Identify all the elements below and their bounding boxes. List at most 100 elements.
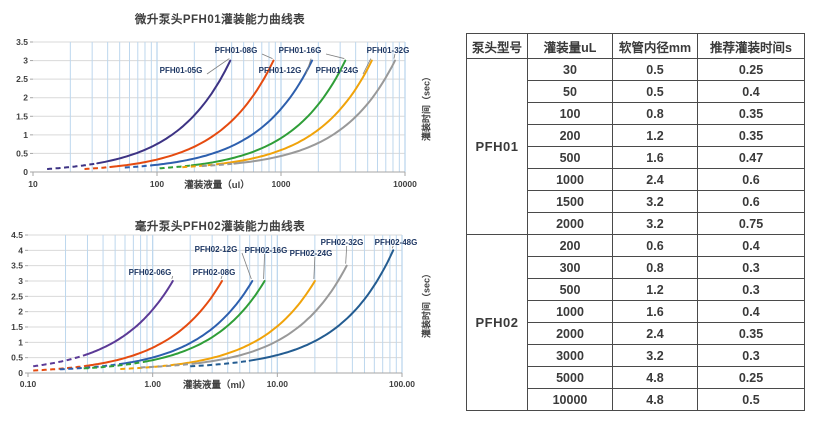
series-curve-dashed-PFH02-48G	[190, 359, 250, 368]
series-curve-PFH02-48G	[248, 249, 395, 362]
table-cell: 0.75	[697, 212, 805, 235]
table-cell: 1.2	[612, 278, 698, 301]
table-cell: 0.25	[697, 366, 805, 389]
series-label-PFH01-05G: PFH01-05G	[160, 66, 203, 75]
series-label-PFH01-32G: PFH01-32G	[367, 46, 410, 55]
table-cell: 0.6	[697, 190, 805, 213]
table-cell: 2000	[527, 322, 613, 345]
table-cell: 0.3	[697, 278, 805, 301]
series-curve-dashed-PFH01-08G	[84, 166, 111, 170]
x-axis-tick-label: 10000	[393, 179, 417, 189]
table-cell: 5000	[527, 366, 613, 389]
series-curve-dashed-PFH01-05G	[47, 162, 98, 170]
series-label-leader	[325, 53, 345, 59]
table-cell: 0.35	[697, 124, 805, 147]
y-axis-tick-label: 1.5	[11, 322, 23, 332]
x-axis-tick-label: 10	[28, 179, 38, 189]
series-label-leader	[263, 253, 265, 280]
series-label-leader	[206, 58, 230, 75]
series-curve-PFH02-24G	[169, 280, 316, 367]
series-label-leader	[391, 245, 394, 249]
table-row: 50 0.5 0.4	[467, 80, 805, 103]
series-label-PFH02-32G: PFH02-32G	[321, 238, 364, 247]
series-label-PFH02-24G: PFH02-24G	[290, 249, 333, 258]
series-label-leader	[171, 275, 174, 280]
y-axis-tick-label: 2.5	[11, 291, 23, 301]
chart-pfh01-x-axis-label: 灌装液量（ul）	[184, 180, 250, 191]
table-cell: 3.2	[612, 212, 698, 235]
series-label-leader	[261, 53, 273, 59]
table-cell: 0.4	[697, 234, 805, 257]
table-cell: 0.8	[612, 256, 698, 279]
table-cell: 0.6	[612, 234, 698, 257]
y-axis-tick-label: 0	[18, 368, 23, 378]
y-axis-tick-label: 4.5	[11, 230, 23, 240]
chart-pfh01: 10 100 1000 10000 0 0.5 1 1.5 2 2.5 3 3.5 PFH01-05G P…	[0, 0, 455, 210]
table-cell: 0.8	[612, 102, 698, 125]
table-cell: 30	[527, 58, 613, 81]
table-cell: 0.35	[697, 322, 805, 345]
table-cell: 50	[527, 80, 613, 103]
series-label-leader	[220, 275, 223, 280]
table-cell: 0.4	[697, 300, 805, 323]
series-curve-dashed-PFH01-32G	[201, 162, 235, 168]
table-row: 1000 2.4 0.6	[467, 168, 805, 191]
y-axis-tick-label: 1	[18, 337, 23, 347]
table-cell: 200	[527, 234, 613, 257]
series-label-PFH01-16G: PFH01-16G	[279, 46, 322, 55]
x-axis-tick-label: 100.00	[389, 379, 415, 389]
table-cell: 1000	[527, 168, 613, 191]
y-axis-tick-label: 3.5	[11, 261, 23, 271]
table-cell: 0.3	[697, 344, 805, 367]
series-curve-dashed-PFH02-24G	[120, 364, 171, 370]
table-row: 10000 4.8 0.5	[467, 388, 805, 411]
table-cell: 2.4	[612, 322, 698, 345]
series-curve-PFH02-32G	[194, 264, 348, 365]
chart-pfh01-y-axis-label: 灌装时间（sec）	[421, 71, 432, 142]
table-cell: 100	[527, 102, 613, 125]
table-cell: 300	[527, 256, 613, 279]
series-label-leader	[305, 58, 312, 75]
series-curve-PFH01-24G	[216, 59, 373, 166]
chart-pfh02-x-axis-label: 灌装液量（ml）	[182, 380, 252, 391]
spec-table-column-header: 泵头型号	[466, 33, 528, 59]
y-axis-tick-label: 2.5	[16, 74, 28, 84]
table-cell: 3.2	[612, 344, 698, 367]
series-label-PFH01-24G: PFH01-24G	[316, 66, 359, 75]
series-label-PFH02-16G: PFH02-16G	[245, 246, 288, 255]
y-axis-tick-label: 3.5	[16, 37, 28, 47]
series-label-leader	[345, 245, 348, 264]
table-cell: 0.47	[697, 146, 805, 169]
series-curve-dashed-PFH02-06G	[33, 353, 88, 368]
y-axis-tick-label: 3	[23, 56, 28, 66]
table-cell: 1000	[527, 300, 613, 323]
series-curve-PFH01-08G	[109, 59, 275, 168]
series-curve-PFH02-12G	[119, 280, 254, 365]
table-row: PFH02 200 0.6 0.4	[466, 234, 805, 411]
table-cell: 1.6	[612, 300, 698, 323]
table-cell: 4.8	[612, 366, 698, 389]
series-curve-dashed-PFH01-12G	[124, 164, 152, 169]
table-row: 5000 4.8 0.25	[467, 366, 805, 389]
series-label-PFH02-08G: PFH02-08G	[193, 268, 236, 277]
table-cell: 1.2	[612, 124, 698, 147]
y-axis-tick-label: 0.5	[16, 148, 28, 158]
chart-pfh01-title: 微升泵头PFH01灌装能力曲线表	[134, 14, 306, 26]
y-axis-tick-label: 0	[23, 167, 28, 177]
chart-pfh02-y-axis-label: 灌装时间（sec）	[421, 268, 432, 339]
chart-pfh02: 0.10 1.00 10.00 100.00 0 0.5 1 1.5 2 2.5 3 3.5 4 4.5 P…	[0, 210, 455, 421]
table-cell: 200	[527, 124, 613, 147]
series-curve-PFH01-16G	[190, 59, 347, 167]
y-axis-tick-label: 1.5	[16, 111, 28, 121]
series-label-leader	[241, 252, 252, 280]
chart-pfh02-canvas: 0.10 1.00 10.00 100.00 0 0.5 1 1.5 2 2.5 3 3.5 4 4.5 P…	[11, 230, 417, 389]
series-label-PFH01-08G: PFH01-08G	[215, 46, 258, 55]
x-axis-tick-label: 100	[150, 179, 164, 189]
table-cell: 0.4	[697, 80, 805, 103]
table-row: 2000 3.2 0.75	[467, 212, 805, 235]
table-cell: 2.4	[612, 168, 698, 191]
table-cell: 3000	[527, 344, 613, 367]
chart-pfh01-canvas: 10 100 1000 10000 0 0.5 1 1.5 2 2.5 3 3.5 PFH01-05G P…	[16, 37, 417, 189]
table-cell: 3.2	[612, 190, 698, 213]
table-cell: 0.6	[697, 168, 805, 191]
